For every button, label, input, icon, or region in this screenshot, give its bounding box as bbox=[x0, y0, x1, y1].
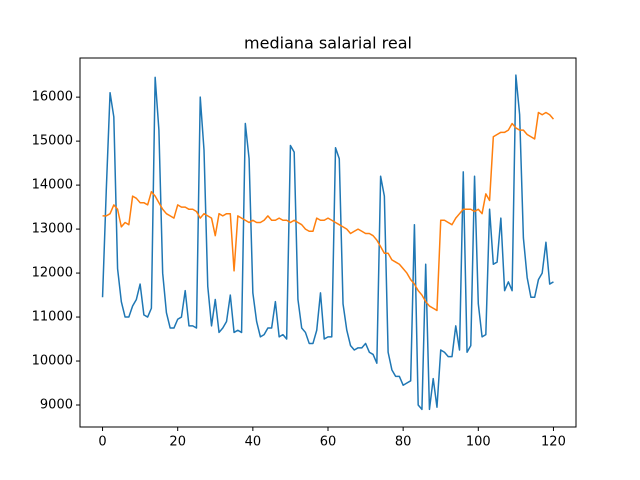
x-tick-label: 80 bbox=[395, 435, 412, 450]
x-tick-label: 0 bbox=[98, 435, 106, 450]
y-tick-label: 11000 bbox=[32, 310, 73, 325]
y-tick-label: 15000 bbox=[32, 134, 73, 149]
x-tick-label: 60 bbox=[320, 435, 337, 450]
y-tick-label: 16000 bbox=[32, 90, 73, 105]
x-tick-label: 120 bbox=[541, 435, 566, 450]
x-tick-label: 100 bbox=[466, 435, 491, 450]
x-tick-label: 20 bbox=[169, 435, 186, 450]
plot-area bbox=[101, 74, 555, 411]
chart-title: mediana salarial real bbox=[244, 34, 412, 53]
y-tick-label: 9000 bbox=[40, 398, 73, 413]
line-series bbox=[102, 111, 555, 312]
y-tick-label: 12000 bbox=[32, 266, 73, 281]
y-tick-label: 14000 bbox=[32, 178, 73, 193]
line-series bbox=[101, 74, 554, 411]
y-tick-label: 13000 bbox=[32, 222, 73, 237]
y-tick-label: 10000 bbox=[32, 354, 73, 369]
x-tick-label: 40 bbox=[245, 435, 262, 450]
